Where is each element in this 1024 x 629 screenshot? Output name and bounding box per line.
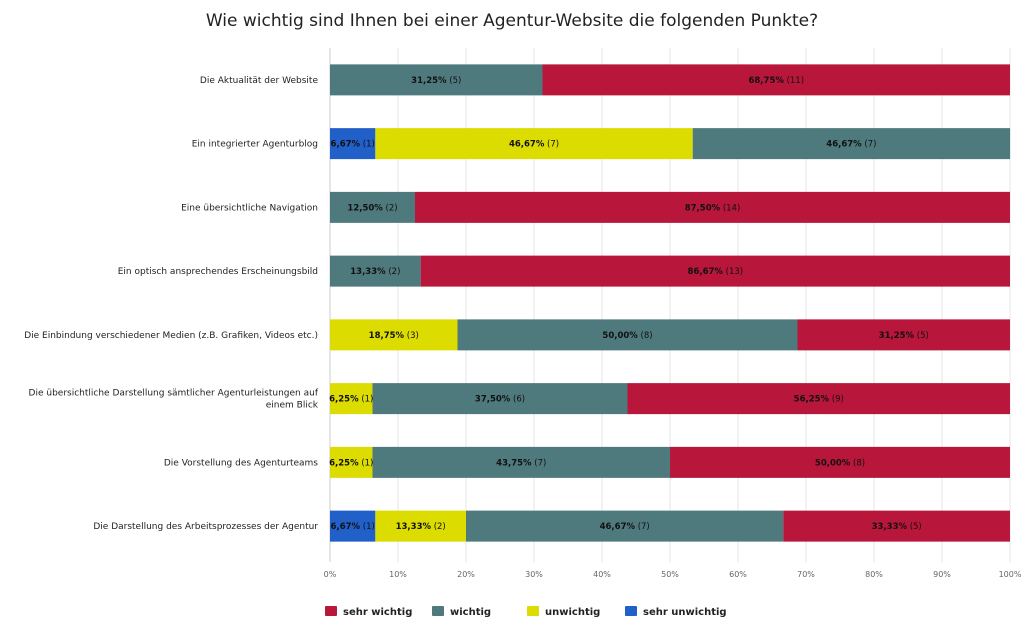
data-label: 33,33% (5) (872, 522, 922, 532)
data-label: 6,67% (1) (331, 140, 375, 150)
category-label: Die übersichtliche Darstellung sämtliche… (29, 389, 319, 411)
legend-label[interactable]: sehr unwichtig (643, 607, 727, 618)
data-label: 6,25% (1) (329, 458, 373, 468)
data-label: 13,33% (2) (350, 267, 400, 277)
x-tick-label: 10% (389, 570, 407, 579)
bar-segment[interactable] (420, 255, 1010, 287)
bar-segment[interactable] (797, 319, 1011, 351)
x-tick-label: 0% (324, 570, 337, 579)
x-tick-label: 20% (457, 570, 475, 579)
category-label: Die Darstellung des Arbeitsprozesses der… (93, 522, 318, 532)
legend-swatch (325, 606, 337, 616)
data-label: 13,33% (2) (396, 522, 446, 532)
bars (330, 64, 1011, 542)
bar-segment[interactable] (627, 383, 1011, 415)
category-label: Ein integrierter Agenturblog (192, 140, 318, 150)
bar-segment[interactable] (375, 128, 693, 160)
bar-segment[interactable] (466, 510, 784, 542)
bar-segment[interactable] (330, 64, 543, 96)
data-labels: 31,25% (5) 68,75% (11) 6,67% (1) 46,67% (7)… (329, 76, 929, 532)
data-label: 31,25% (5) (411, 76, 461, 86)
x-tick-label: 50% (661, 570, 679, 579)
x-tick-label: 100% (999, 570, 1022, 579)
category-label: Die Aktualität der Website (200, 76, 319, 86)
data-label: 12,50% (2) (347, 203, 397, 213)
bar-segment[interactable] (330, 446, 373, 478)
data-label: 56,25% (9) (794, 395, 844, 405)
bar-segment[interactable] (330, 255, 421, 287)
bar-segment[interactable] (375, 510, 466, 542)
bar-segment[interactable] (330, 128, 376, 160)
data-label: 6,25% (1) (329, 395, 373, 405)
bar-segment[interactable] (330, 510, 376, 542)
legend-swatch (432, 606, 444, 616)
data-label: 68,75% (11) (748, 76, 804, 86)
legend-label[interactable]: sehr wichtig (343, 607, 412, 618)
bar-segment[interactable] (415, 191, 1010, 223)
data-label: 46,67% (7) (826, 140, 876, 150)
x-tick-label: 60% (729, 570, 747, 579)
data-label: 50,00% (8) (602, 331, 652, 341)
data-label: 6,67% (1) (331, 522, 375, 532)
chart-title: Wie wichtig sind Ihnen bei einer Agentur… (206, 11, 818, 31)
x-tick-label: 30% (525, 570, 543, 579)
data-label: 50,00% (8) (815, 458, 865, 468)
legend-swatch (527, 606, 539, 616)
legend[interactable]: sehr wichtig wichtig unwichtig sehr unwicht… (325, 606, 727, 618)
x-axis-ticks: 0% 10% 20% 30% 40% 50% 60% 70% 80% 90% 100% (324, 570, 1022, 579)
bar-segment[interactable] (783, 510, 1010, 542)
bar-segment[interactable] (330, 191, 415, 223)
legend-label[interactable]: wichtig (450, 607, 491, 618)
category-label: Die Vorstellung des Agenturteams (164, 458, 318, 468)
bar-segment[interactable] (670, 446, 1010, 478)
bar-segment[interactable] (457, 319, 798, 351)
legend-label[interactable]: unwichtig (545, 607, 600, 618)
bar-segment[interactable] (330, 319, 458, 351)
bar-segment[interactable] (372, 446, 671, 478)
category-labels: Die Aktualität der Website Ein integriert… (24, 76, 319, 532)
data-label: 43,75% (7) (496, 458, 546, 468)
bar-segment[interactable] (692, 128, 1011, 160)
data-label: 46,67% (7) (600, 522, 650, 532)
bar-segment[interactable] (330, 383, 373, 415)
x-tick-label: 90% (933, 570, 951, 579)
category-label: Ein optisch ansprechendes Erscheinungsbi… (118, 267, 318, 277)
data-label: 31,25% (5) (879, 331, 929, 341)
gridlines (329, 48, 1011, 562)
x-tick-label: 70% (797, 570, 815, 579)
bar-segment[interactable] (542, 64, 1011, 96)
category-label: Die Einbindung verschiedener Medien (z.B… (24, 331, 318, 341)
x-tick-label: 40% (593, 570, 611, 579)
data-label: 18,75% (3) (369, 331, 419, 341)
category-label: Eine übersichtliche Navigation (181, 203, 318, 213)
data-label: 46,67% (7) (509, 140, 559, 150)
data-label: 87,50% (14) (685, 203, 741, 213)
data-label: 86,67% (13) (688, 267, 744, 277)
legend-swatch (625, 606, 637, 616)
x-tick-label: 80% (865, 570, 883, 579)
data-label: 37,50% (6) (475, 395, 525, 405)
bar-segment[interactable] (372, 383, 628, 415)
